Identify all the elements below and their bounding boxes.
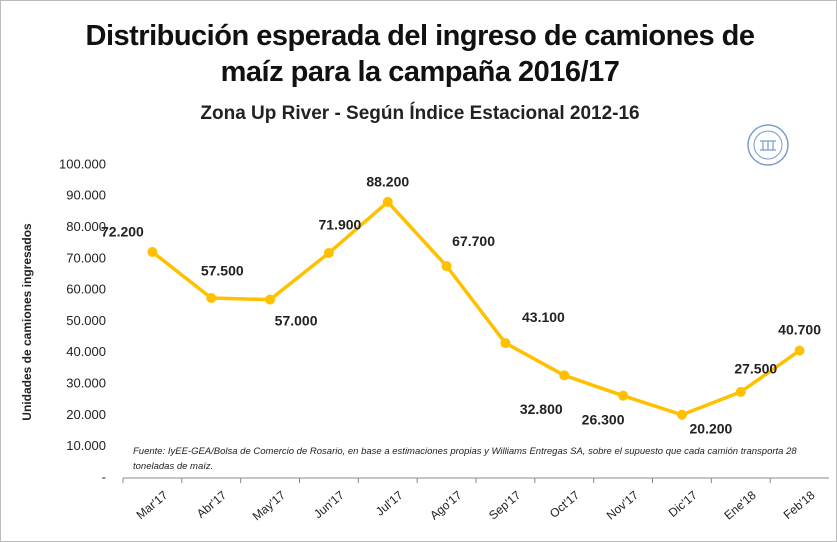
data-label: 57.500 <box>201 263 244 279</box>
title-box: Distribución esperada del ingreso de cam… <box>85 20 755 88</box>
marker <box>441 261 452 272</box>
marker <box>206 293 217 304</box>
data-label: 72.200 <box>101 224 144 240</box>
marker <box>618 390 629 401</box>
y-tick-label: 50.000 <box>66 313 106 328</box>
data-label: 32.800 <box>520 401 563 417</box>
annotation: Fuente: IyEE-GEA/Bolsa de Comercio de Ro… <box>133 446 797 472</box>
y-tick-label: 100.000 <box>59 156 106 171</box>
data-label: 20.200 <box>690 420 733 436</box>
marker <box>676 409 687 420</box>
marker <box>265 294 276 305</box>
data-label: 27.500 <box>734 361 777 377</box>
marker <box>794 345 805 356</box>
y-tick-label: 40.000 <box>66 344 106 359</box>
marker <box>147 247 158 258</box>
data-label: 43.100 <box>522 309 565 325</box>
y-tick-label: 60.000 <box>66 282 106 297</box>
y-tick-label: 30.000 <box>66 376 106 391</box>
data-label: 57.000 <box>275 312 318 328</box>
y-axis-label: Unidades de camiones ingresados <box>20 223 34 421</box>
data-label: 67.700 <box>452 233 495 249</box>
chart-title: Distribución esperada del ingreso de cam… <box>85 20 755 88</box>
data-label: 40.700 <box>778 321 821 337</box>
y-tick-label: 80.000 <box>66 219 106 234</box>
marker <box>382 196 393 207</box>
marker <box>735 386 746 397</box>
marker <box>323 247 334 258</box>
marker <box>500 338 511 349</box>
y-tick-label: 20.000 <box>66 407 106 422</box>
logo <box>747 124 789 166</box>
marker <box>559 370 570 381</box>
data-label: 88.200 <box>366 174 409 190</box>
note-box: Fuente: IyEE-GEA/Bolsa de Comercio de Ro… <box>133 446 797 472</box>
y-tick-label: 10.000 <box>66 438 106 453</box>
y-tick-label: 90.000 <box>66 188 106 203</box>
data-label: 71.900 <box>319 217 362 233</box>
y-tick-label: 70.000 <box>66 250 106 265</box>
line <box>151 199 801 417</box>
chart-subtitle: Zona Up River - Según Índice Estacional … <box>200 102 639 124</box>
y-tick-label: - <box>102 469 106 484</box>
data-label: 26.300 <box>582 411 625 427</box>
